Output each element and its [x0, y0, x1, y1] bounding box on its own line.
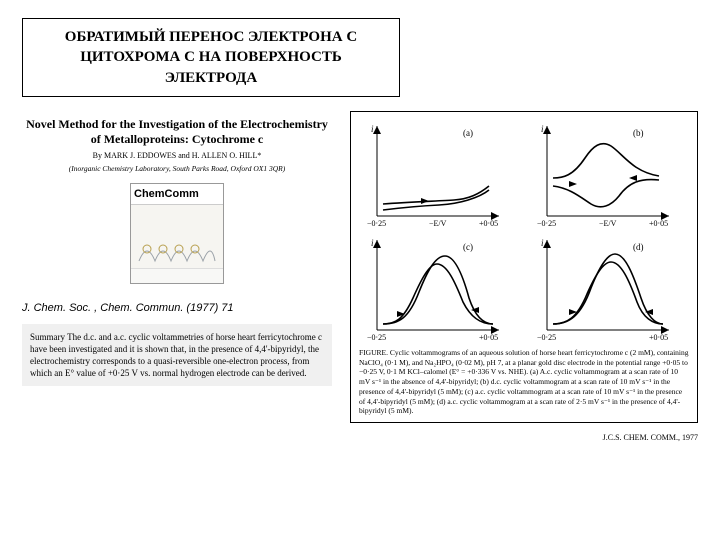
- svg-text:i: i: [371, 238, 374, 248]
- panel-c: i (c) −0·25 +0·05: [359, 232, 519, 342]
- figure-box: i (a) −0·25 −E/V +0·05 i (b): [350, 111, 698, 423]
- svg-text:−0·25: −0·25: [367, 219, 386, 228]
- svg-text:−E/V: −E/V: [599, 219, 617, 228]
- panel-d: i (d) −0·25 +0·05: [529, 232, 689, 342]
- svg-text:(d): (d): [633, 242, 644, 252]
- svg-text:+0·05: +0·05: [479, 219, 498, 228]
- svg-text:i: i: [541, 238, 544, 248]
- left-column: Novel Method for the Investigation of th…: [22, 111, 332, 423]
- citation: J. Chem. Soc. , Chem. Commun. (1977) 71: [22, 302, 332, 314]
- svg-text:i: i: [541, 124, 544, 134]
- panel-a: i (a) −0·25 −E/V +0·05: [359, 118, 519, 228]
- svg-text:+0·05: +0·05: [649, 219, 668, 228]
- journal-cover-label: ChemComm: [131, 184, 223, 205]
- svg-text:+0·05: +0·05: [649, 333, 668, 342]
- figure-caption: FIGURE. Cyclic voltammograms of an aqueo…: [359, 348, 689, 416]
- paper-title: Novel Method for the Investigation of th…: [22, 117, 332, 147]
- svg-text:−0·25: −0·25: [367, 333, 386, 342]
- svg-text:(c): (c): [463, 242, 473, 252]
- journal-cover: ChemComm: [130, 183, 224, 284]
- affiliation: (Inorganic Chemistry Laboratory, South P…: [22, 164, 332, 173]
- svg-text:(a): (a): [463, 128, 473, 138]
- svg-text:−0·25: −0·25: [537, 333, 556, 342]
- page-footer: J.C.S. CHEM. COMM., 1977: [22, 433, 698, 442]
- svg-text:+0·05: +0·05: [479, 333, 498, 342]
- journal-cover-image: [131, 205, 223, 283]
- summary-box: Summary The d.c. and a.c. cyclic voltamm…: [22, 324, 332, 387]
- figure-panels: i (a) −0·25 −E/V +0·05 i (b): [359, 118, 689, 342]
- svg-text:−0·25: −0·25: [537, 219, 556, 228]
- panel-b: i (b) −0·25 −E/V +0·05: [529, 118, 689, 228]
- svg-text:i: i: [371, 124, 374, 134]
- content-row: Novel Method for the Investigation of th…: [22, 111, 698, 423]
- authors: By MARK J. EDDOWES and H. ALLEN O. HILL*: [22, 151, 332, 160]
- svg-text:−E/V: −E/V: [429, 219, 447, 228]
- page-title: ОБРАТИМЫЙ ПЕРЕНОС ЭЛЕКТРОНА С ЦИТОХРОМА …: [22, 18, 400, 97]
- svg-text:(b): (b): [633, 128, 644, 138]
